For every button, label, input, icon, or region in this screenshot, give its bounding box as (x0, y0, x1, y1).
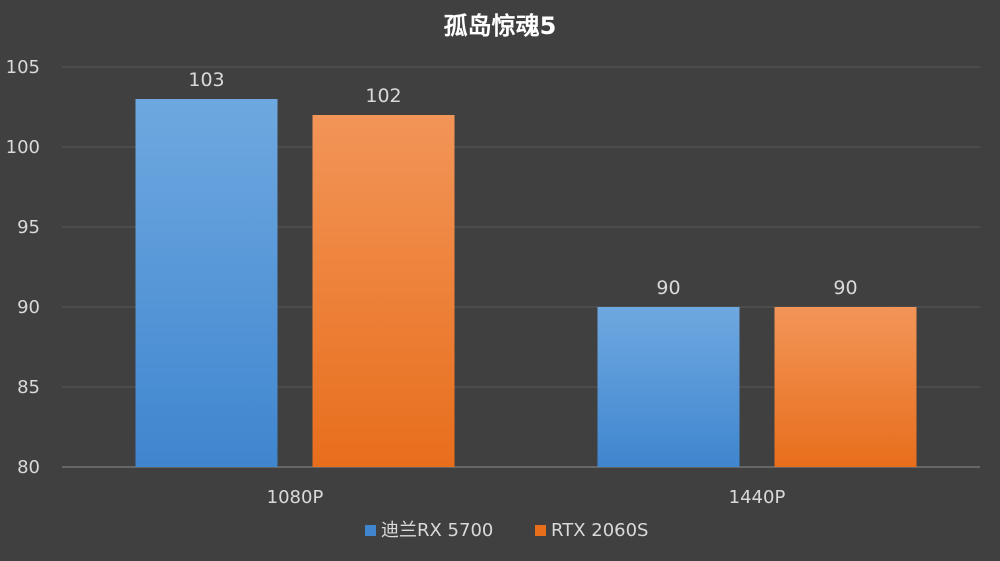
legend: 迪兰RX 5700 RTX 2060S (365, 520, 648, 541)
bar-1440p-series-2 (774, 307, 917, 467)
y-tick-label: 90 (17, 297, 40, 318)
legend-label: RTX 2060S (551, 520, 648, 541)
chart-title: 孤岛惊魂5 (444, 12, 557, 40)
y-tick-label: 105 (6, 57, 40, 78)
bar-1080p-series-1 (135, 99, 278, 467)
bar-1440p-series-1 (597, 307, 740, 467)
bar-1080p-series-2 (312, 115, 455, 467)
data-label: 103 (188, 69, 224, 91)
y-tick-label: 80 (17, 457, 40, 478)
y-tick-label: 95 (17, 217, 40, 238)
legend-swatch (535, 525, 546, 536)
y-tick-label: 100 (6, 137, 40, 158)
data-label: 90 (833, 277, 857, 299)
x-category-label: 1080P (267, 487, 324, 508)
x-category-label: 1440P (729, 487, 786, 508)
data-label: 102 (365, 85, 401, 107)
data-label: 90 (656, 277, 680, 299)
legend-swatch (365, 525, 376, 536)
y-tick-label: 85 (17, 377, 40, 398)
legend-label: 迪兰RX 5700 (381, 520, 493, 541)
